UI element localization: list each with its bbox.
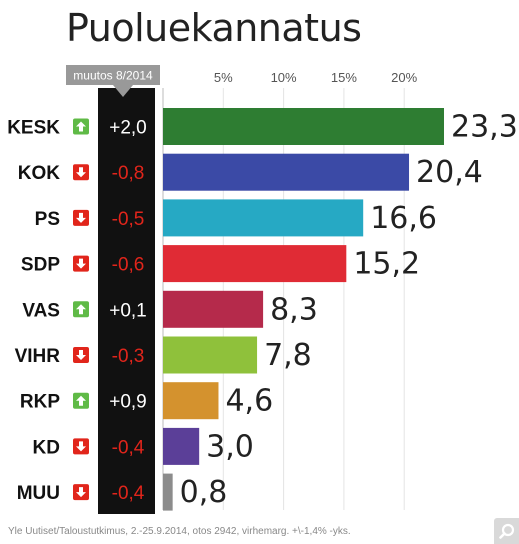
change-value: -0,4 <box>112 483 145 504</box>
party-label: RKP <box>20 392 60 413</box>
zoom-button[interactable] <box>494 518 519 544</box>
arrow-up-glyph <box>76 121 86 132</box>
party-label: KOK <box>18 163 61 184</box>
party-label: SDP <box>21 255 60 276</box>
party-label: MUU <box>17 483 60 504</box>
value-label: 0,8 <box>180 475 228 510</box>
party-label: VAS <box>22 300 60 321</box>
bar <box>163 336 258 374</box>
party-label: KESK <box>7 118 60 139</box>
arrow-down-glyph <box>76 350 86 360</box>
bar <box>163 427 200 465</box>
party-label: KD <box>33 437 60 458</box>
change-value: -0,8 <box>112 163 145 184</box>
value-label: 8,3 <box>270 292 318 327</box>
bar <box>163 199 364 237</box>
value-label: 7,8 <box>264 338 312 373</box>
bar <box>163 245 347 283</box>
source-note: Yle Uutiset/Taloustutkimus, 2.-25.9.2014… <box>8 526 351 537</box>
value-label: 16,6 <box>370 201 437 236</box>
x-tick-label: 5% <box>214 70 233 85</box>
x-tick-label: 20% <box>391 70 417 85</box>
bar <box>163 108 444 145</box>
x-tick-label: 15% <box>331 70 357 85</box>
party-label: PS <box>35 209 60 230</box>
change-value: -0,6 <box>112 255 145 276</box>
bar <box>163 473 173 511</box>
change-value: +0,9 <box>109 392 147 413</box>
change-header-pointer <box>113 85 133 97</box>
change-value: +2,0 <box>109 118 147 139</box>
arrow-down-glyph <box>76 212 86 223</box>
arrow-down-glyph <box>76 487 86 498</box>
change-column <box>98 88 155 514</box>
arrow-down-glyph <box>76 167 86 178</box>
value-label: 4,6 <box>225 384 273 419</box>
party-label: VIHR <box>15 346 61 367</box>
bar <box>163 290 264 328</box>
arrow-down-glyph <box>76 441 86 452</box>
change-value: -0,3 <box>112 346 145 367</box>
arrow-up-glyph <box>76 395 86 406</box>
change-header-bg <box>66 65 160 85</box>
arrow-up-glyph <box>76 304 86 315</box>
bar <box>163 153 410 191</box>
change-value: -0,4 <box>112 437 145 458</box>
value-label: 23,3 <box>451 110 518 145</box>
change-value: -0,5 <box>112 209 145 230</box>
value-label: 3,0 <box>206 429 254 464</box>
magnifier-icon <box>499 523 515 539</box>
bar <box>163 382 219 420</box>
value-label: 15,2 <box>353 247 420 282</box>
change-header: muutos 8/2014 <box>73 69 153 83</box>
change-value: +0,1 <box>109 300 147 321</box>
arrow-down-glyph <box>76 258 86 269</box>
value-label: 20,4 <box>416 155 483 190</box>
x-tick-label: 10% <box>271 70 297 85</box>
chart-title: Puoluekannatus <box>66 6 362 50</box>
